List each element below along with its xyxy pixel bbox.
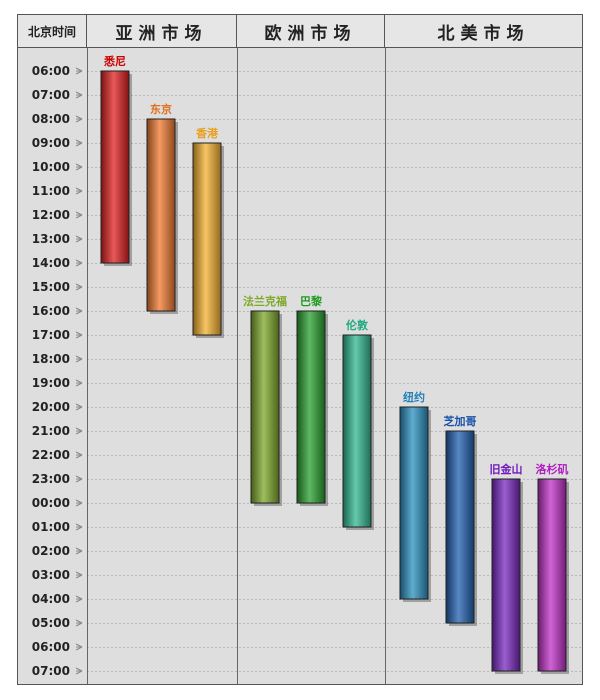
market-bar: [491, 478, 521, 672]
y-tick-label: 13:00: [32, 232, 70, 246]
y-tick-label: 15:00: [32, 280, 70, 294]
y-tick-label: 20:00: [32, 400, 70, 414]
y-tick-label: 00:00: [32, 496, 70, 510]
y-tick-arrow: [75, 427, 83, 435]
y-tick-label: 14:00: [32, 256, 70, 270]
market-label: 纽约: [403, 390, 425, 404]
market-label: 巴黎: [300, 294, 323, 308]
y-tick-label: 18:00: [32, 352, 70, 366]
y-tick-arrow: [75, 355, 83, 363]
y-tick-arrow: [75, 307, 83, 315]
y-tick-label: 10:00: [32, 160, 70, 174]
y-tick-arrow: [75, 187, 83, 195]
market-bar: [399, 406, 429, 600]
y-tick-label: 21:00: [32, 424, 70, 438]
y-tick-arrow: [75, 115, 83, 123]
market-bar: [537, 478, 567, 672]
market-bar: [100, 70, 130, 264]
chart-frame: 北京时间 亚洲市场 欧洲市场 北美市场 06:00 07:00 08:00 09:00…: [17, 14, 583, 685]
market-label: 悉尼: [103, 54, 126, 68]
y-tick-arrow: [75, 235, 83, 243]
y-tick-arrow: [75, 67, 83, 75]
market-label: 旧金山: [490, 462, 523, 476]
time-column-header-label: 北京时间: [27, 24, 76, 39]
y-tick-label: 04:00: [32, 592, 70, 606]
y-tick-arrow: [75, 259, 83, 267]
y-tick-label: 07:00: [32, 88, 70, 102]
market-label: 法兰克福: [243, 294, 287, 308]
y-tick-label: 17:00: [32, 328, 70, 342]
y-tick-arrow: [75, 595, 83, 603]
market-bar: [445, 430, 475, 624]
market-label: 伦敦: [346, 318, 369, 332]
market-bar: [146, 118, 176, 312]
y-tick-arrow: [75, 643, 83, 651]
market-bar: [192, 142, 222, 336]
y-tick-label: 05:00: [32, 616, 70, 630]
y-tick-label: 07:00: [32, 664, 70, 678]
y-tick-arrow: [75, 139, 83, 147]
trading-hours-chart: 06:00 07:00 08:00 09:00 10:00 11:00 12:00 13:00…: [32, 48, 582, 684]
y-tick-arrow: [75, 499, 83, 507]
y-tick-arrow: [75, 667, 83, 675]
region-header-north-america: 北美市场: [385, 15, 582, 48]
region-header-europe-label: 欧洲市场: [264, 23, 357, 44]
y-tick-arrow: [75, 283, 83, 291]
y-tick-label: 16:00: [32, 304, 70, 318]
market-bar: [342, 334, 372, 528]
y-tick-label: 19:00: [32, 376, 70, 390]
y-tick-arrow: [75, 163, 83, 171]
y-tick-arrow: [75, 451, 83, 459]
y-tick-arrow: [75, 547, 83, 555]
y-tick-arrow: [75, 403, 83, 411]
region-header-north-america-label: 北美市场: [437, 23, 530, 44]
y-tick-arrow: [75, 475, 83, 483]
region-header-asia: 亚洲市场: [87, 15, 237, 48]
y-tick-label: 23:00: [32, 472, 70, 486]
region-header-asia-label: 亚洲市场: [115, 23, 208, 44]
y-tick-arrow: [75, 571, 83, 579]
region-header-europe: 欧洲市场: [237, 15, 385, 48]
market-bar: [296, 310, 326, 504]
y-tick-label: 01:00: [32, 520, 70, 534]
y-tick-label: 08:00: [32, 112, 70, 126]
market-label: 洛杉矶: [536, 462, 569, 476]
y-tick-arrow: [75, 211, 83, 219]
y-tick-arrow: [75, 619, 83, 627]
y-tick-label: 03:00: [32, 568, 70, 582]
y-tick-arrow: [75, 331, 83, 339]
market-bar: [250, 310, 280, 504]
y-tick-label: 11:00: [32, 184, 70, 198]
market-label: 东京: [150, 102, 172, 116]
time-column-header: 北京时间: [18, 15, 87, 48]
y-tick-label: 22:00: [32, 448, 70, 462]
y-tick-arrow: [75, 523, 83, 531]
y-tick-label: 06:00: [32, 640, 70, 654]
y-tick-label: 02:00: [32, 544, 70, 558]
y-tick-label: 09:00: [32, 136, 70, 150]
y-tick-arrow: [75, 91, 83, 99]
y-tick-label: 06:00: [32, 64, 70, 78]
y-tick-arrow: [75, 379, 83, 387]
market-label: 芝加哥: [444, 414, 477, 428]
market-label: 香港: [195, 126, 219, 140]
y-tick-label: 12:00: [32, 208, 70, 222]
